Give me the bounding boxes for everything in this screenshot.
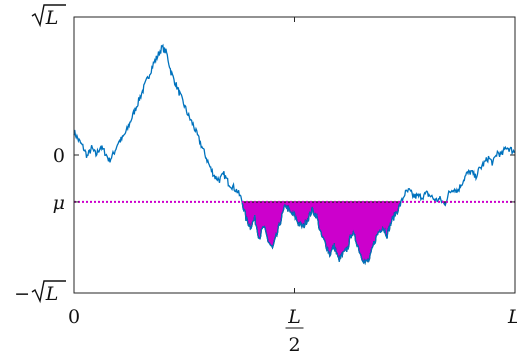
- y-tick-label-symbol: L: [45, 283, 59, 305]
- plot-frame: [73, 16, 516, 294]
- excursion-fill-layer: [241, 201, 447, 266]
- walk-series-line: [73, 43, 516, 266]
- y-tick-label-sqrt: L: [31, 4, 66, 29]
- y-tick-label-sqrt: L−: [14, 280, 66, 305]
- y-tick-label: μ: [53, 192, 65, 214]
- x-tick-label-numerator: L: [287, 306, 301, 328]
- y-tick-label-prefix: −: [14, 283, 30, 305]
- walk-series-layer: [73, 43, 516, 266]
- x-tick-label-denominator: 2: [288, 334, 300, 356]
- x-tick-label: L: [507, 306, 517, 328]
- radical-sign: [31, 4, 66, 28]
- y-tick-label-symbol: L: [45, 7, 59, 29]
- y-tick-label: 0: [53, 145, 65, 167]
- axes-layer: [73, 16, 516, 294]
- radical-sign: [31, 280, 66, 304]
- x-tick-label: 0: [68, 306, 80, 328]
- tick-labels-layer: 0L2LL0μL−: [14, 4, 517, 356]
